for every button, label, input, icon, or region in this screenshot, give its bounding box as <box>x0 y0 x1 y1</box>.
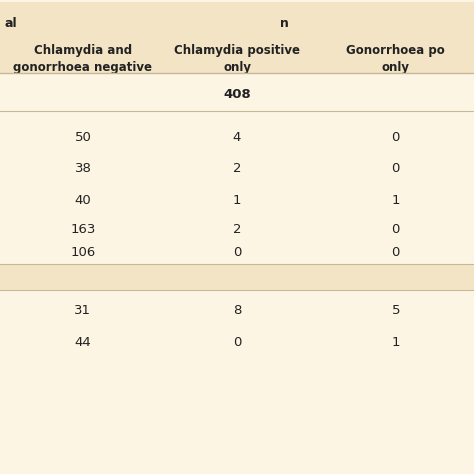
Text: 0: 0 <box>233 336 241 349</box>
Text: 0: 0 <box>392 246 400 259</box>
Text: 106: 106 <box>70 246 96 259</box>
Text: 1: 1 <box>392 193 400 207</box>
Text: 1: 1 <box>392 336 400 349</box>
FancyBboxPatch shape <box>0 2 474 73</box>
Text: 38: 38 <box>74 162 91 175</box>
FancyBboxPatch shape <box>0 14 474 73</box>
Text: 0: 0 <box>392 223 400 237</box>
Text: 2: 2 <box>233 223 241 237</box>
Text: Gonorrhoea po
only: Gonorrhoea po only <box>346 44 445 74</box>
Text: Chlamydia and
gonorrhoea negative: Chlamydia and gonorrhoea negative <box>13 44 153 74</box>
Text: 44: 44 <box>74 336 91 349</box>
Text: 40: 40 <box>74 193 91 207</box>
Text: 2: 2 <box>233 162 241 175</box>
Text: al: al <box>5 17 18 29</box>
Text: 5: 5 <box>392 304 400 317</box>
Text: 4: 4 <box>233 131 241 144</box>
Text: 1: 1 <box>233 193 241 207</box>
Text: 163: 163 <box>70 223 96 237</box>
Text: 50: 50 <box>74 131 91 144</box>
Text: 0: 0 <box>392 131 400 144</box>
Text: 0: 0 <box>233 246 241 259</box>
Text: 408: 408 <box>223 88 251 101</box>
Text: n: n <box>280 17 289 29</box>
Text: 31: 31 <box>74 304 91 317</box>
Text: 8: 8 <box>233 304 241 317</box>
FancyBboxPatch shape <box>0 264 474 290</box>
Text: Chlamydia positive
only: Chlamydia positive only <box>174 44 300 74</box>
Text: 0: 0 <box>392 162 400 175</box>
